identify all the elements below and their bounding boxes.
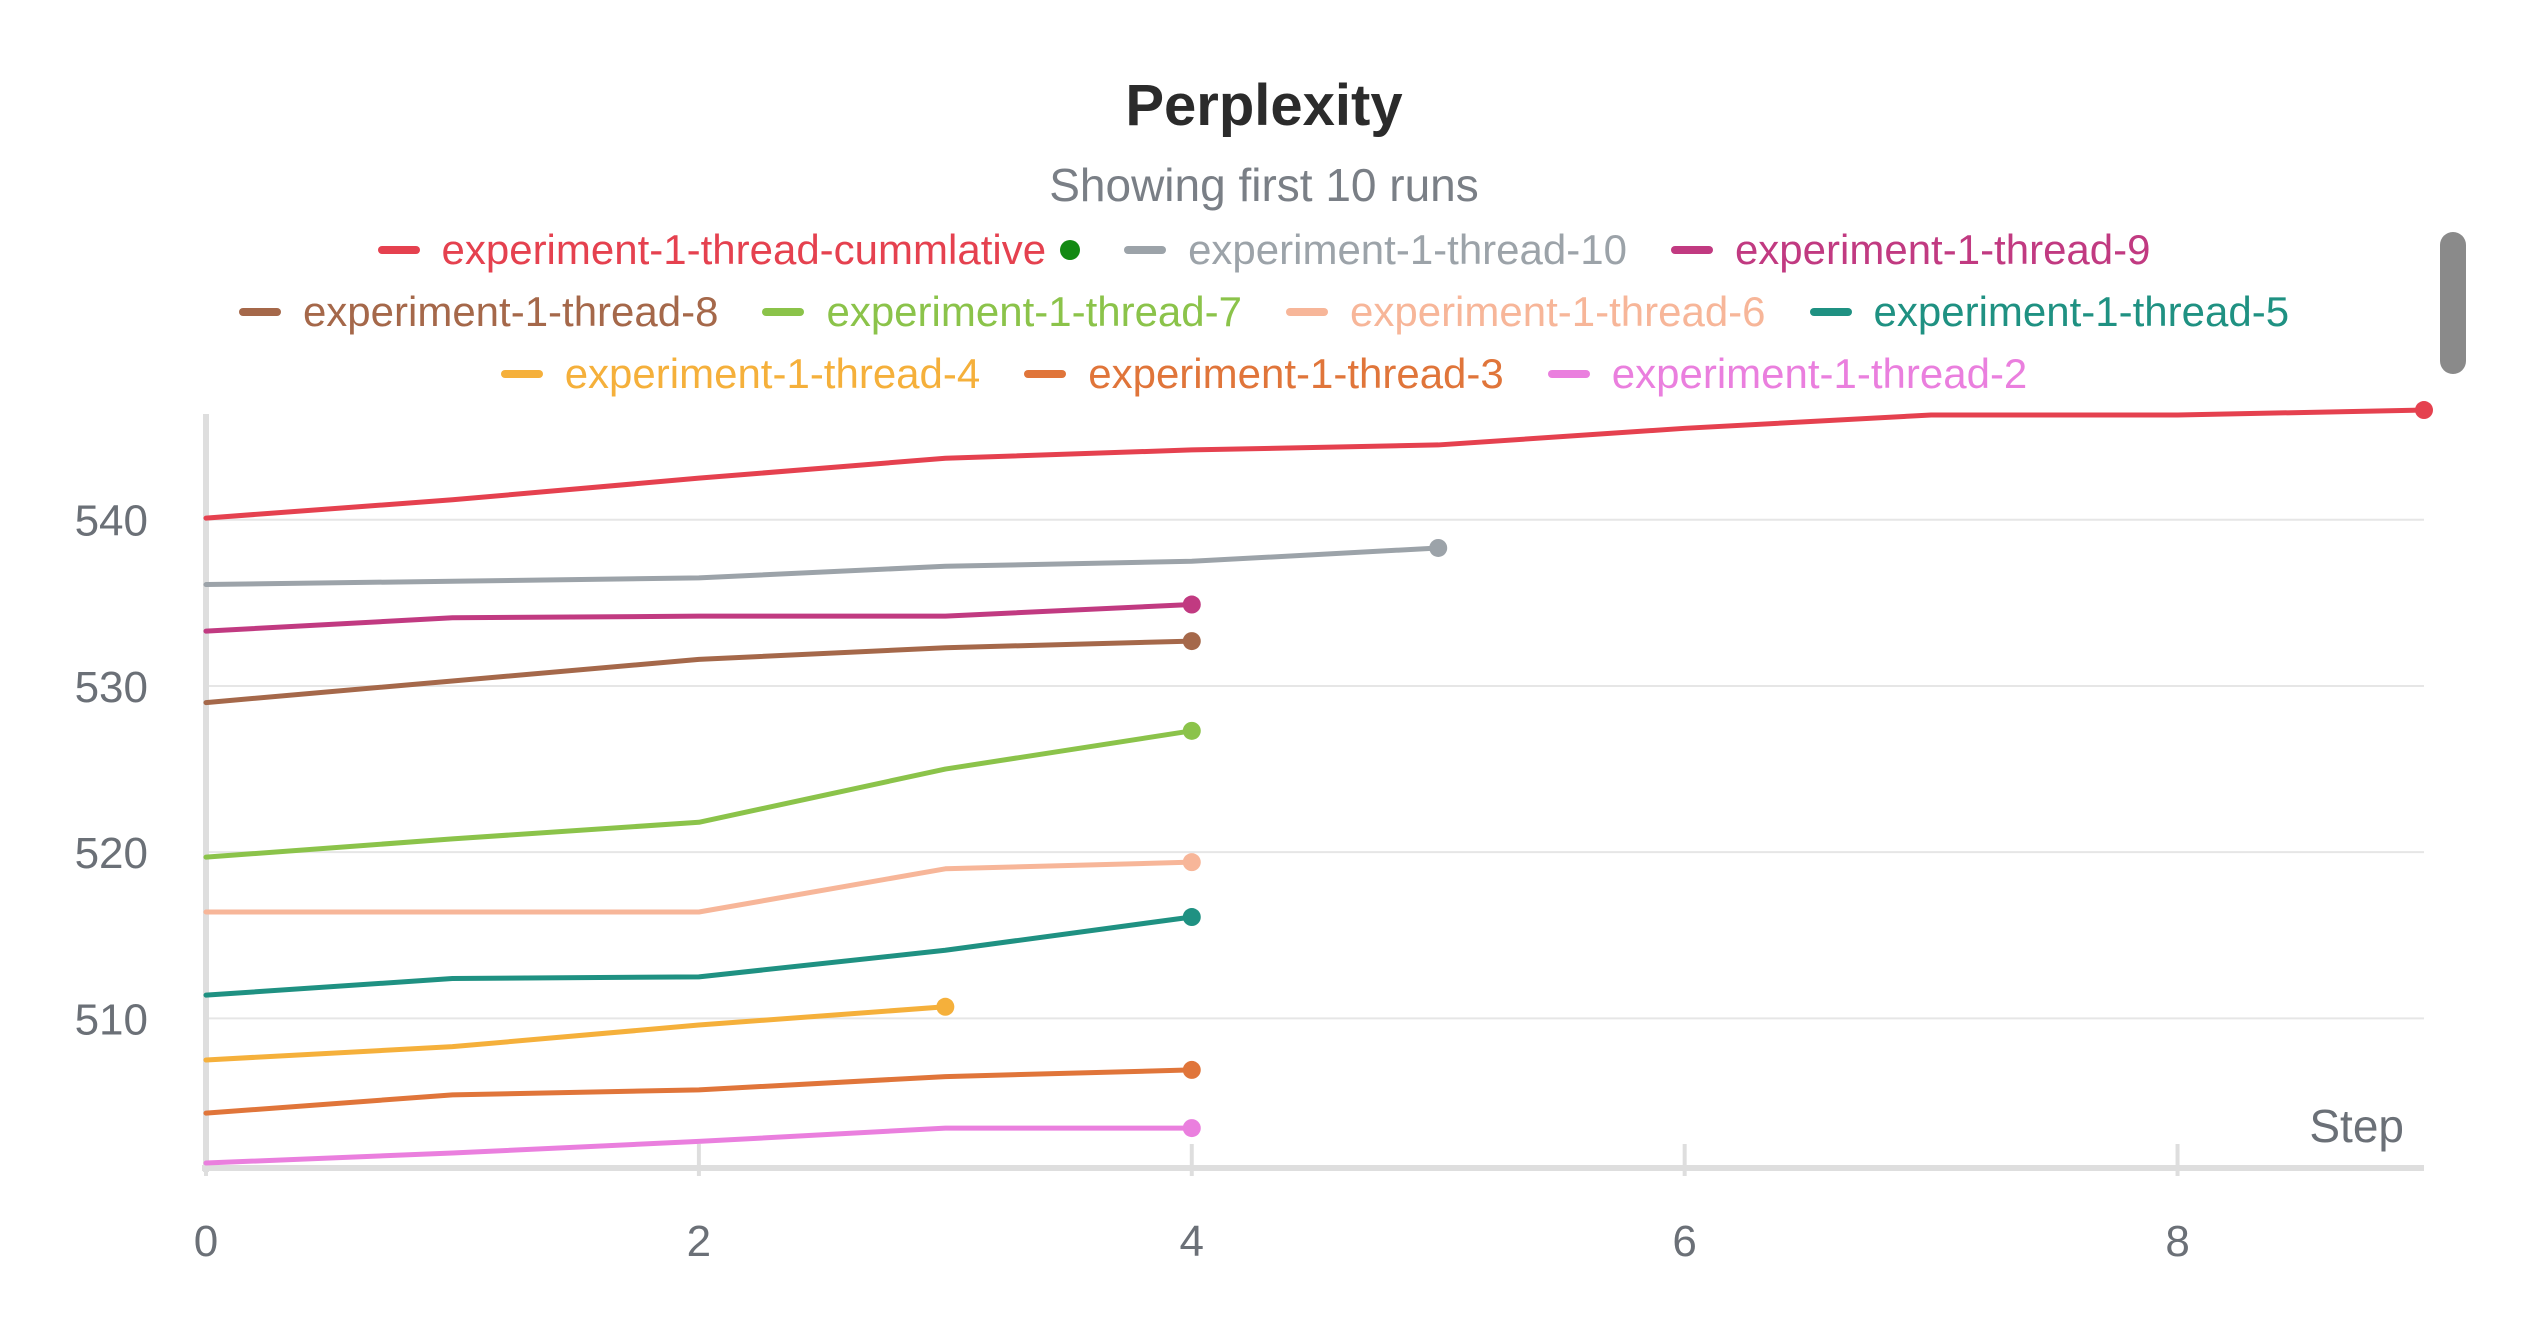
legend-label: experiment-1-thread-10: [1188, 226, 1627, 273]
legend-swatch: [1286, 308, 1328, 316]
legend-item[interactable]: experiment-1-thread-10: [1124, 226, 1627, 274]
legend-swatch: [1124, 246, 1167, 254]
legend-swatch: [1809, 308, 1852, 316]
legend-label: experiment-1-thread-4: [564, 350, 981, 397]
legend-label: experiment-1-thread-8: [302, 288, 719, 335]
legend-row: experiment-1-thread-cummlative experiment…: [0, 222, 2528, 278]
series-line: [203, 728, 1195, 860]
series-end-point: [1182, 721, 1201, 740]
legend-swatch: [1024, 370, 1067, 378]
legend-row: experiment-1-thread-4 experiment-1-thread…: [0, 346, 2528, 402]
series-line: [203, 407, 2427, 521]
series-line: [203, 545, 1441, 588]
x-tick-label: 6: [1672, 1217, 1696, 1266]
series-line: [203, 859, 1195, 915]
legend-swatch: [238, 308, 281, 316]
y-tick-label: 520: [75, 829, 148, 878]
legend-label: experiment-1-thread-9: [1734, 226, 2151, 273]
legend-item[interactable]: experiment-1-thread-9: [1670, 226, 2151, 274]
series-end-point: [1182, 853, 1201, 872]
legend-item[interactable]: experiment-1-thread-7: [762, 288, 1242, 336]
legend-item[interactable]: experiment-1-thread-cummlative: [377, 226, 1081, 274]
legend-label: experiment-1-thread-5: [1873, 288, 2290, 335]
scrollbar-thumb[interactable]: [2440, 232, 2466, 374]
legend-item[interactable]: experiment-1-thread-2: [1547, 350, 2028, 398]
series-line: [203, 638, 1195, 706]
x-tick-label: 2: [687, 1217, 711, 1266]
grid-lines: [206, 518, 2424, 1020]
series-end-point: [1182, 1119, 1201, 1138]
legend-item[interactable]: experiment-1-thread-5: [1809, 288, 2290, 336]
legend-label: experiment-1-thread-6: [1350, 288, 1766, 335]
legend-label: experiment-1-thread-3: [1088, 350, 1504, 397]
legend-swatch: [1547, 370, 1590, 378]
series-line: [203, 602, 1195, 634]
legend-swatch: [500, 370, 543, 378]
legend-item[interactable]: experiment-1-thread-3: [1024, 350, 1504, 398]
legend-label: experiment-1-thread-7: [826, 288, 1242, 335]
x-axis-label: Step: [2309, 1100, 2404, 1152]
legend-swatch: [762, 308, 805, 316]
chart-subtitle: Showing first 10 runs: [1049, 159, 1479, 211]
legend-row: experiment-1-thread-8 experiment-1-thread…: [0, 284, 2528, 340]
axes: [202, 414, 2424, 1176]
legend: experiment-1-thread-cummlative experiment…: [0, 222, 2528, 402]
legend-item[interactable]: experiment-1-thread-6: [1286, 288, 1766, 336]
series-end-point: [936, 997, 955, 1016]
tick-labels: 510 520 530 540 0 2 4 6 8 Step: [75, 497, 2404, 1266]
y-tick-label: 540: [75, 497, 148, 546]
series-end-point: [2415, 401, 2433, 420]
x-tick-label: 8: [2165, 1217, 2189, 1266]
series-end-point: [1182, 908, 1201, 927]
legend-item[interactable]: experiment-1-thread-4: [500, 350, 981, 398]
x-tick-label: 0: [194, 1217, 218, 1266]
legend-highlight-dot: [1060, 240, 1081, 260]
y-tick-label: 510: [75, 995, 148, 1044]
series-end-point: [1182, 595, 1201, 614]
legend-swatch: [377, 246, 420, 254]
series-end-point: [1182, 1060, 1201, 1079]
chart-title: Perplexity: [1125, 73, 1403, 138]
series-line: [203, 1004, 948, 1063]
legend-swatch: [1670, 246, 1713, 254]
y-tick-label: 530: [75, 663, 148, 712]
series-line: [203, 1125, 1195, 1166]
series-line: [203, 914, 1195, 998]
x-tick-label: 4: [1180, 1217, 1204, 1266]
legend-label: experiment-1-thread-cummlative: [441, 226, 1047, 273]
legend-label: experiment-1-thread-2: [1611, 350, 2028, 397]
series-end-point: [1182, 632, 1201, 651]
series-lines: [203, 401, 2433, 1166]
series-end-point: [1429, 538, 1448, 557]
legend-item[interactable]: experiment-1-thread-8: [238, 288, 719, 336]
series-line: [203, 1067, 1195, 1116]
